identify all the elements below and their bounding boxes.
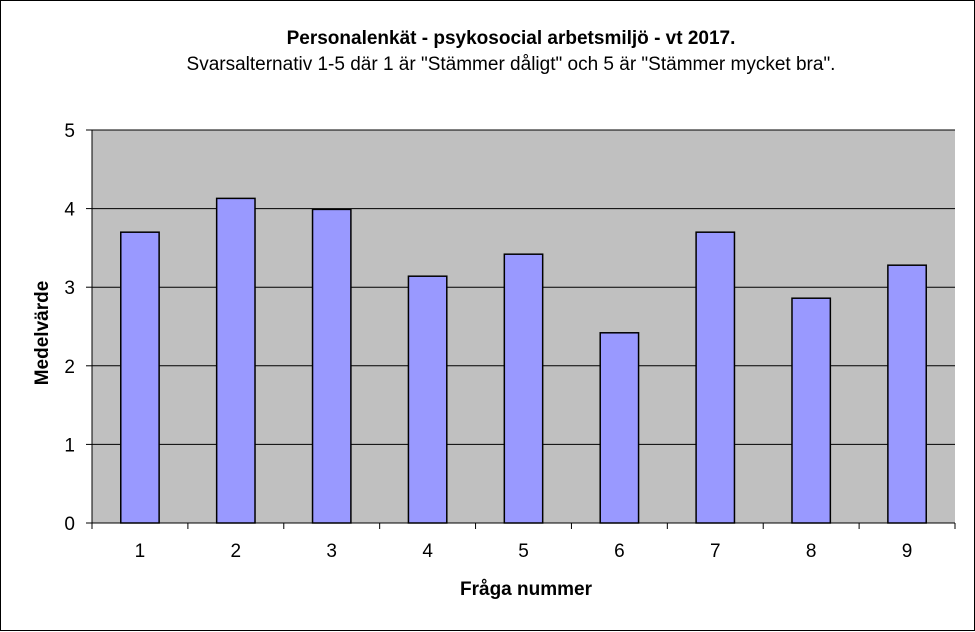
- bar: [503, 253, 544, 524]
- y-tick-label: 2: [64, 357, 75, 378]
- bar: [215, 197, 256, 524]
- x-tick-label: 1: [135, 541, 146, 562]
- x-tick-label: 4: [422, 541, 433, 562]
- x-tick-label: 3: [326, 541, 337, 562]
- bars: [120, 197, 927, 524]
- x-tick-label: 8: [806, 541, 817, 562]
- y-tick-label: 3: [64, 278, 75, 299]
- bar: [695, 231, 736, 524]
- bar: [791, 297, 832, 524]
- x-axis-label: Fråga nummer: [460, 579, 593, 600]
- y-tick-label: 4: [64, 200, 75, 221]
- bar: [120, 231, 160, 524]
- axes: [86, 129, 956, 529]
- x-tick-label: 5: [518, 541, 529, 562]
- y-axis-label: Medelvärde: [32, 281, 53, 386]
- y-tick-label: 1: [64, 435, 75, 456]
- x-tick-label: 2: [231, 541, 242, 562]
- bar: [887, 264, 927, 524]
- y-tick-label: 0: [64, 514, 75, 535]
- y-tick-label: 5: [64, 121, 75, 142]
- x-tick-label: 7: [710, 541, 721, 562]
- bar: [407, 275, 448, 524]
- y-tick-labels: 0 1 2 3 4 5: [64, 121, 75, 535]
- x-tick-label: 6: [614, 541, 625, 562]
- x-tick-labels: 1 2 3 4 5 6 7 8 9: [135, 541, 913, 562]
- bar: [311, 208, 352, 524]
- chart-title: Personalenkät - psykosocial arbetsmiljö …: [287, 28, 736, 49]
- bar: [599, 332, 640, 524]
- x-tick-label: 9: [902, 541, 913, 562]
- chart-subtitle: Svarsalternativ 1-5 där 1 är "Stämmer då…: [187, 54, 836, 75]
